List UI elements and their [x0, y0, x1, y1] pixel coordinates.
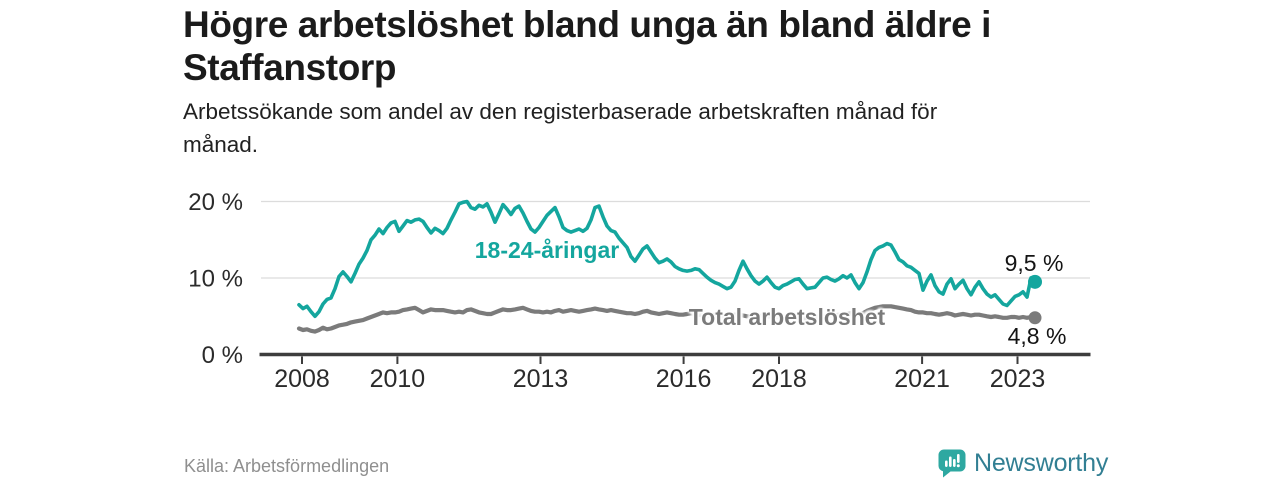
newsworthy-logo-text: Newsworthy — [974, 449, 1109, 477]
subtitle-line-2: månad. — [183, 132, 259, 157]
x-tick-label-2016: 2016 — [656, 365, 712, 393]
end-value-youth: 9,5 % — [1004, 250, 1064, 276]
series-label-youth: 18-24-åringar — [474, 237, 620, 263]
x-tick-label-2021: 2021 — [894, 365, 950, 393]
page-title: Högre arbetslöshet bland unga än bland ä… — [183, 3, 1023, 89]
newsworthy-logo-icon — [938, 449, 966, 478]
newsworthy-logo: Newsworthy — [938, 449, 1108, 478]
y-tick-label-10: 10 % — [188, 266, 243, 293]
x-tick-label-2023: 2023 — [990, 365, 1046, 393]
source-note: Källa: Arbetsförmedlingen — [184, 456, 390, 476]
series-label-total: Total arbetslöshet — [688, 304, 886, 330]
y-tick-label-0: 0 % — [202, 342, 243, 369]
x-tick-label-2008: 2008 — [274, 365, 330, 393]
x-tick-label-2013: 2013 — [513, 365, 569, 393]
end-dot-youth — [1028, 274, 1042, 289]
line-youth — [297, 199, 1037, 319]
title-line-2: Staffanstorp — [183, 47, 397, 88]
x-tick-label-2018: 2018 — [751, 365, 807, 393]
chart-subtitle: Arbetssökande som andel av den registerb… — [183, 95, 1023, 161]
line-total — [296, 304, 1038, 334]
subtitle-line-1: Arbetssökande som andel av den registerb… — [183, 99, 938, 124]
y-tick-label-20: 20 % — [188, 189, 243, 216]
title-line-1: Högre arbetslöshet bland unga än bland ä… — [183, 4, 992, 45]
x-tick-label-2010: 2010 — [370, 365, 426, 393]
end-dot-total — [1028, 311, 1042, 325]
end-value-total: 4,8 % — [1007, 323, 1067, 349]
